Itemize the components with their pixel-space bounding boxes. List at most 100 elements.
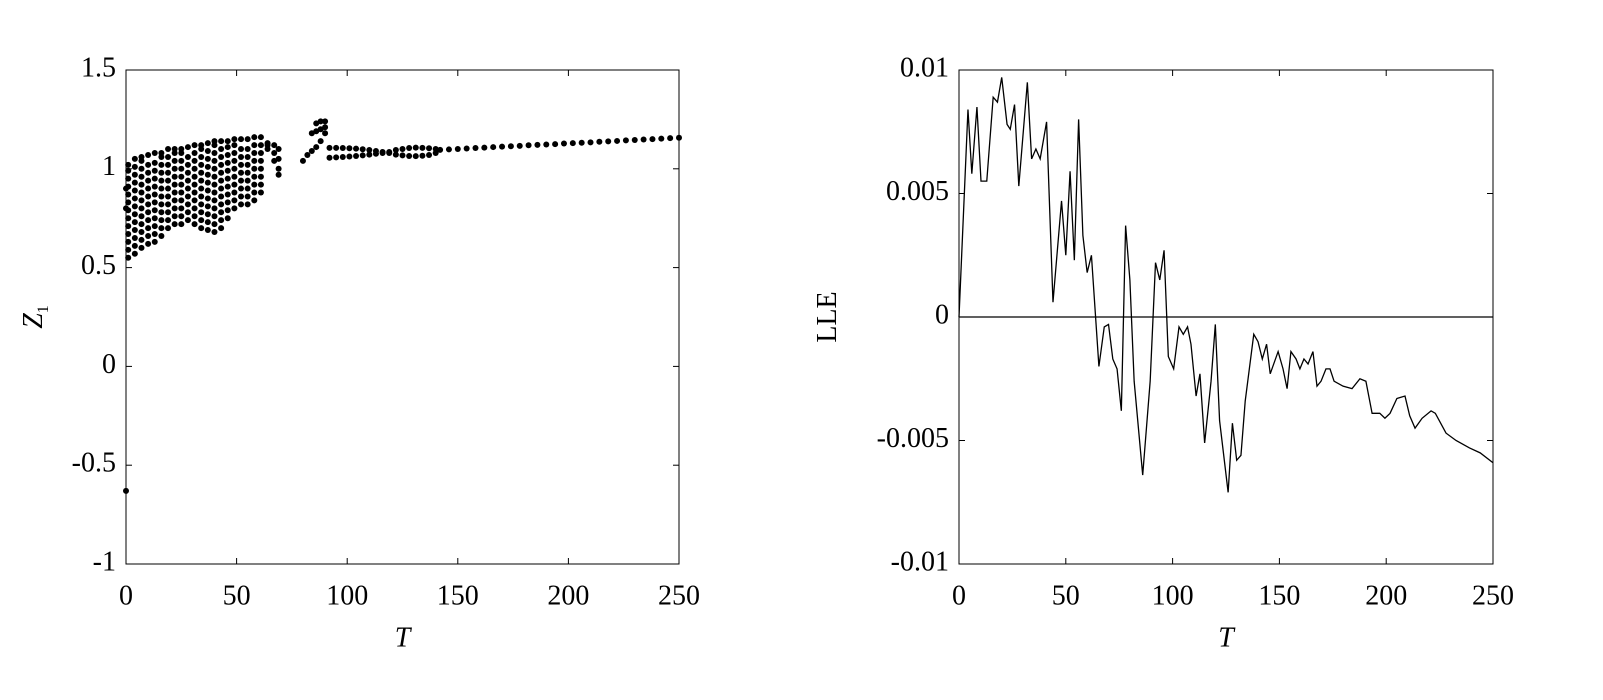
scatter-point [359,152,366,159]
scatter-point [184,209,191,216]
scatter-point [224,215,231,222]
scatter-point [257,149,264,156]
scatter-point [158,169,165,176]
scatter-point [138,181,145,188]
scatter-point [125,223,132,230]
scatter-point [569,140,576,147]
scatter-point [251,197,258,204]
y-tick-label: 0.005 [886,176,949,207]
scatter-point [171,205,178,212]
scatter-point [184,161,191,168]
scatter-point [525,142,532,149]
scatter-point [251,142,258,149]
scatter-point [178,205,185,212]
scatter-point [353,145,360,152]
scatter-point [218,177,225,184]
scatter-point [198,193,205,200]
scatter-point [326,144,333,151]
scatter-point [125,167,132,174]
scatter-point [507,143,514,150]
scatter-point [158,209,165,216]
scatter-point [125,246,132,253]
scatter-point [432,149,439,156]
scatter-point [271,149,278,156]
scatter-point [178,181,185,188]
scatter-point [204,155,211,162]
scatter-point [151,215,158,222]
scatter-point [251,157,258,164]
scatter-point [184,201,191,208]
scatter-point [204,195,211,202]
scatter-point [676,134,682,141]
scatter-point [165,185,172,192]
scatter-point [165,146,172,153]
scatter-point [178,189,185,196]
y-tick-label: 0.5 [81,250,116,281]
scatter-point [211,197,218,204]
y-tick-label: -0.005 [877,423,949,454]
scatter-point [204,219,211,226]
x-tick-label: 150 [437,580,479,611]
scatter-point [204,187,211,194]
scatter-point [145,225,152,232]
scatter-point [244,201,251,208]
scatter-point [472,145,479,152]
scatter-point [131,155,138,162]
scatter-point [231,142,238,149]
scatter-point [184,185,191,192]
scatter-point [158,149,165,156]
scatter-point [131,171,138,178]
scatter-point [244,193,251,200]
scatter-point [151,183,158,190]
scatter-point [171,173,178,180]
scatter-point [165,201,172,208]
scatter-point [317,138,324,145]
scatter-point [346,153,353,160]
scatter-point [204,171,211,178]
y-tick-label: 0 [102,349,116,380]
scatter-point [499,143,506,150]
scatter-point [238,146,245,153]
scatter-point [151,175,158,182]
scatter-point [145,177,152,184]
scatter-point [605,138,612,145]
scatter-point [322,118,329,125]
scatter-point [158,232,165,239]
scatter-point [131,227,138,234]
scatter-point [257,142,264,149]
scatter-point [244,169,251,176]
scatter-point [138,236,145,243]
scatter-point [211,181,218,188]
x-tick-label: 150 [1258,580,1300,611]
scatter-point [244,185,251,192]
scatter-point [145,151,152,158]
scatter-point [178,165,185,172]
scatter-point [399,146,406,153]
scatter-point [145,240,152,247]
scatter-point [333,144,340,151]
scatter-point [251,134,258,141]
scatter-point [224,191,231,198]
scatter-point [218,225,225,232]
scatter-point [419,152,426,159]
scatter-point [198,153,205,160]
y-tick-label: -1 [93,546,116,577]
axes-box [125,69,680,565]
scatter-point [198,142,205,149]
scatter-point [251,165,258,172]
scatter-point [158,217,165,224]
scatter-point [191,173,198,180]
scatter-point [426,151,433,158]
scatter-point [379,149,386,156]
scatter-point [123,487,129,494]
scatter-point [138,197,145,204]
x-tick-label: 200 [547,580,589,611]
scatter-point [231,205,238,212]
scatter-point [191,165,198,172]
scatter-point [145,201,152,208]
scatter-point [406,152,413,159]
scatter-point [218,193,225,200]
scatter-point [218,209,225,216]
scatter-point [211,213,218,220]
scatter-point [631,136,638,143]
